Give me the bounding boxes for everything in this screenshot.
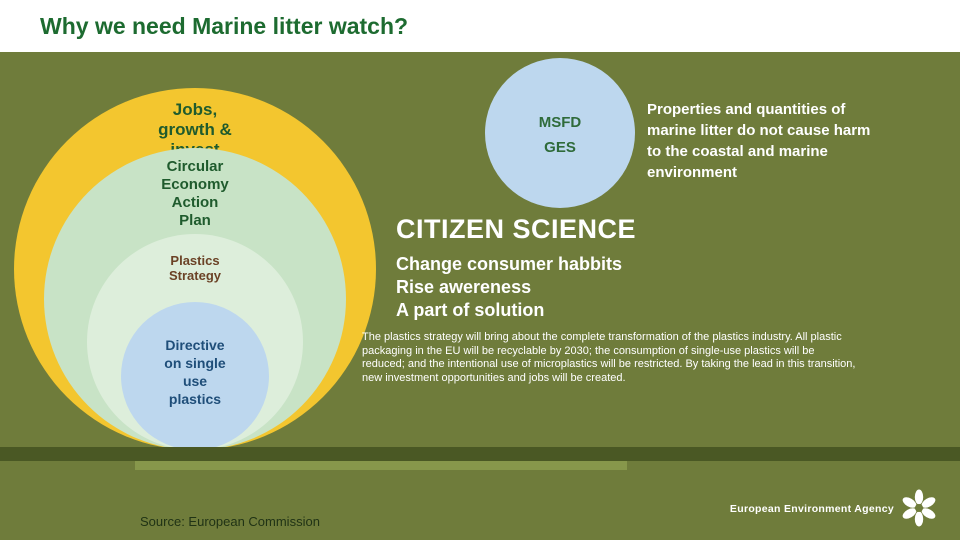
ring-plastics-label: Plastics Strategy <box>168 253 222 283</box>
citizen-science-lines: Change consumer habbits Rise awereness A… <box>396 254 623 320</box>
plastics-strategy-paragraph: The plastics strategy will bring about t… <box>362 331 856 384</box>
page-title: Why we need Marine litter watch? <box>40 13 409 39</box>
msfd-ges-label: MSFD GES <box>538 114 582 156</box>
ring-circular-label: Circular Economy Action Plan <box>161 158 229 229</box>
bottom-stripe <box>0 447 960 461</box>
citizen-science-heading: CITIZEN SCIENCE <box>396 214 637 244</box>
ring-jobs-label: Jobs, growth & invest <box>158 100 232 159</box>
agency-name: European Environment Agency <box>729 503 894 515</box>
ring-directive-label: Directive on single use plastics <box>164 337 226 407</box>
header-bar: Why we need Marine litter watch? <box>0 0 960 52</box>
msfd-ges-circle <box>485 58 635 208</box>
properties-note: Properties and quantities of marine litt… <box>647 101 871 181</box>
ring-directive <box>121 302 269 450</box>
source-credit: Source: European Commission <box>140 514 320 529</box>
bottom-substripe <box>135 461 627 470</box>
eea-flower-icon <box>900 489 938 527</box>
